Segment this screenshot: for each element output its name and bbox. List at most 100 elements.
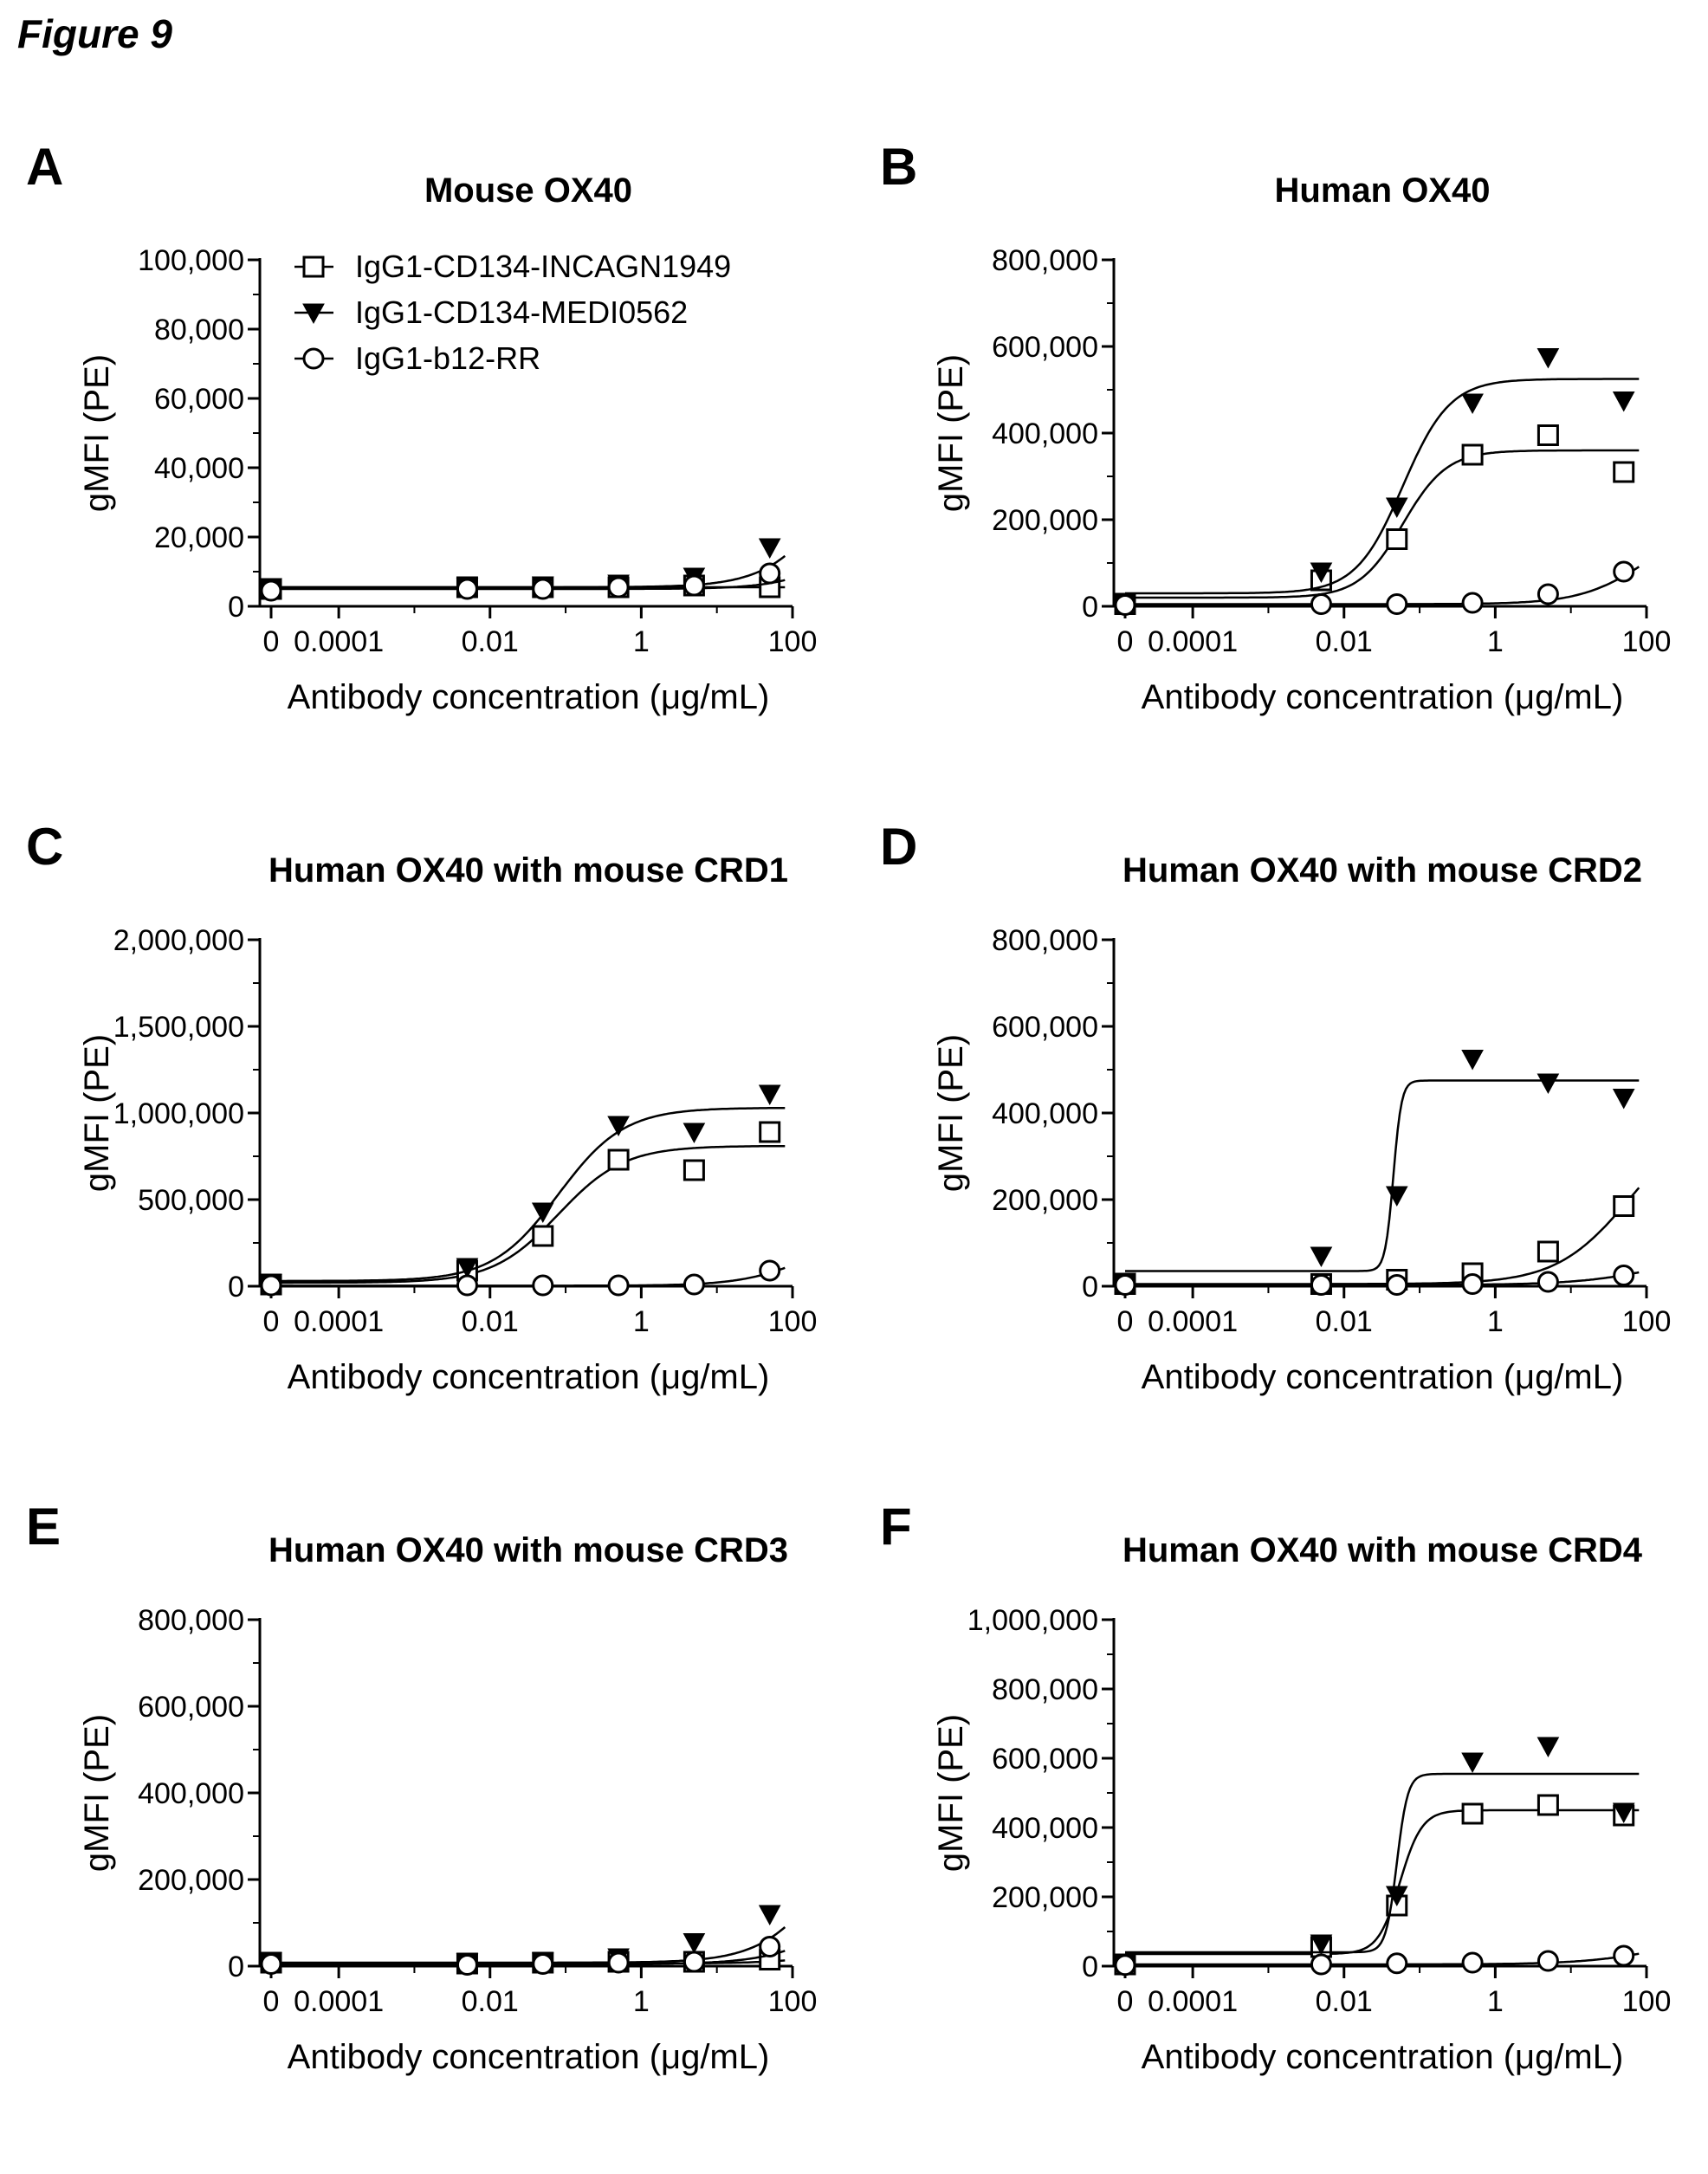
data-point-circle [260, 1274, 282, 1297]
y-tick-label: 0 [1082, 1951, 1098, 1983]
data-point-square [759, 1121, 781, 1143]
y-tick-label: 200,000 [992, 1881, 1098, 1914]
x-tick-label: 0.0001 [1148, 1305, 1238, 1338]
x-axis-label: Antibody concentration (μg/mL) [288, 1358, 770, 1396]
data-point-triangle [531, 1202, 554, 1224]
y-tick-label: 200,000 [138, 1864, 244, 1897]
y-tick-label: 600,000 [992, 1743, 1098, 1776]
data-point-triangle [1612, 1802, 1635, 1824]
data-point-circle [759, 562, 781, 585]
data-point-square [1537, 424, 1559, 446]
y-tick-label: 1,000,000 [967, 1604, 1098, 1637]
data-point-circle [759, 1936, 781, 1957]
fit-curve [1125, 1079, 1640, 1272]
series-group [1114, 560, 1640, 616]
data-point-circle [1461, 592, 1484, 614]
y-tick-label: 0 [228, 1271, 244, 1304]
data-point-triangle [1461, 1752, 1484, 1774]
chart-title: Human OX40 with mouse CRD1 [268, 851, 789, 890]
y-tick-label: 1,500,000 [113, 1011, 244, 1044]
data-point-square [1461, 443, 1484, 466]
x-tick-label: 1 [1487, 1305, 1504, 1338]
y-axis-label: gMFI (PE) [78, 1714, 116, 1872]
x-tick-label: 0.01 [462, 1305, 519, 1338]
y-tick-label: 80,000 [154, 314, 244, 346]
x-tick-label: 0 [263, 1985, 280, 2018]
fit-curve [1125, 1772, 1640, 1954]
series-group [1114, 424, 1640, 615]
data-point-circle [1386, 1274, 1408, 1296]
chart-panel-f: F Human OX40 with mouse CRD4 0 200,000 400,0… [854, 1498, 1708, 2174]
data-point-circle [759, 1259, 781, 1282]
data-point-circle [1114, 594, 1136, 616]
x-axis-label: Antibody concentration (μg/mL) [288, 2038, 770, 2076]
chart-title: Human OX40 with mouse CRD2 [1122, 851, 1643, 890]
x-tick-label: 0 [263, 625, 280, 658]
y-tick-label: 600,000 [992, 331, 1098, 364]
data-point-circle [683, 574, 705, 597]
x-tick-label: 0 [1117, 1305, 1134, 1338]
data-point-circle [1386, 593, 1408, 615]
x-tick-label: 100 [768, 1985, 818, 2018]
chart-plot: 0 200,000 400,000 600,000 800,000 0 0.0001 0.01… [932, 244, 1671, 716]
y-tick-label: 2,000,000 [113, 924, 244, 957]
data-point-triangle [1461, 393, 1484, 415]
y-tick-label: 20,000 [154, 521, 244, 554]
data-point-circle [1114, 1954, 1136, 1977]
data-point-triangle [758, 1084, 781, 1106]
series-group [260, 562, 786, 602]
y-tick-label: 600,000 [138, 1691, 244, 1724]
fit-curve [1125, 1187, 1640, 1285]
data-point-triangle [1310, 562, 1333, 584]
y-axis-label: gMFI (PE) [932, 1714, 970, 1872]
x-tick-label: 100 [1622, 1305, 1672, 1338]
figure-title: Figure 9 [17, 11, 172, 56]
x-axis-label: Antibody concentration (μg/mL) [1142, 678, 1624, 716]
y-tick-label: 800,000 [992, 1673, 1098, 1706]
chart-panel-d: D Human OX40 with mouse CRD2 0 200,000 400,0… [854, 818, 1708, 1494]
y-tick-label: 0 [228, 1951, 244, 1983]
legend-label: IgG1-CD134-INCAGN1949 [355, 249, 731, 284]
x-axis-label: Antibody concentration (μg/mL) [1142, 1358, 1624, 1396]
data-point-circle [1386, 1952, 1408, 1975]
data-point-square [1537, 1794, 1559, 1816]
y-tick-label: 400,000 [992, 417, 1098, 450]
y-tick-label: 60,000 [154, 383, 244, 416]
data-point-triangle [1612, 1089, 1635, 1110]
x-tick-label: 1 [633, 625, 650, 658]
x-tick-label: 100 [768, 1305, 818, 1338]
fit-curve [271, 554, 786, 589]
data-point-triangle [758, 1905, 781, 1926]
series-group [260, 1936, 786, 1976]
chart-title: Human OX40 with mouse CRD3 [268, 1531, 789, 1569]
data-point-triangle [607, 1116, 630, 1137]
chart-plot: 0 200,000 400,000 600,000 800,000 0 0.0001 0.01… [932, 924, 1672, 1396]
chart-plot: 0 500,000 1,000,000 1,500,000 2,000,000 0 0.00… [78, 924, 818, 1396]
data-point-circle [532, 1274, 554, 1297]
y-tick-label: 800,000 [992, 924, 1098, 957]
chart-panel-c: C Human OX40 with mouse CRD1 0 500,000 1,000… [0, 818, 854, 1494]
data-point-circle [1613, 1944, 1635, 1967]
panel-letter: B [880, 138, 918, 196]
data-point-triangle [1310, 1246, 1333, 1268]
series-group [1114, 1050, 1640, 1294]
y-tick-label: 800,000 [138, 1604, 244, 1637]
fit-curve [1125, 1952, 1640, 1966]
data-point-circle [607, 1951, 630, 1974]
x-axis-label: Antibody concentration (μg/mL) [1142, 2038, 1624, 2076]
chart-plot: 0 20,000 40,000 60,000 80,000 100,000 0 0.0001 0… [78, 244, 817, 716]
data-point-triangle [1612, 391, 1635, 412]
x-tick-label: 0.01 [1316, 1305, 1373, 1338]
data-point-circle [1310, 1953, 1332, 1976]
x-tick-label: 0 [263, 1305, 280, 1338]
y-axis-label: gMFI (PE) [78, 354, 116, 512]
fit-curve [1125, 1808, 1640, 1956]
y-tick-label: 0 [1082, 591, 1098, 624]
data-point-triangle [1537, 348, 1560, 369]
data-point-square [1613, 461, 1635, 483]
x-tick-label: 0 [1117, 1985, 1134, 2018]
data-point-triangle [1537, 1737, 1560, 1758]
panel-letter: E [26, 1498, 61, 1556]
series-group [260, 1121, 786, 1296]
